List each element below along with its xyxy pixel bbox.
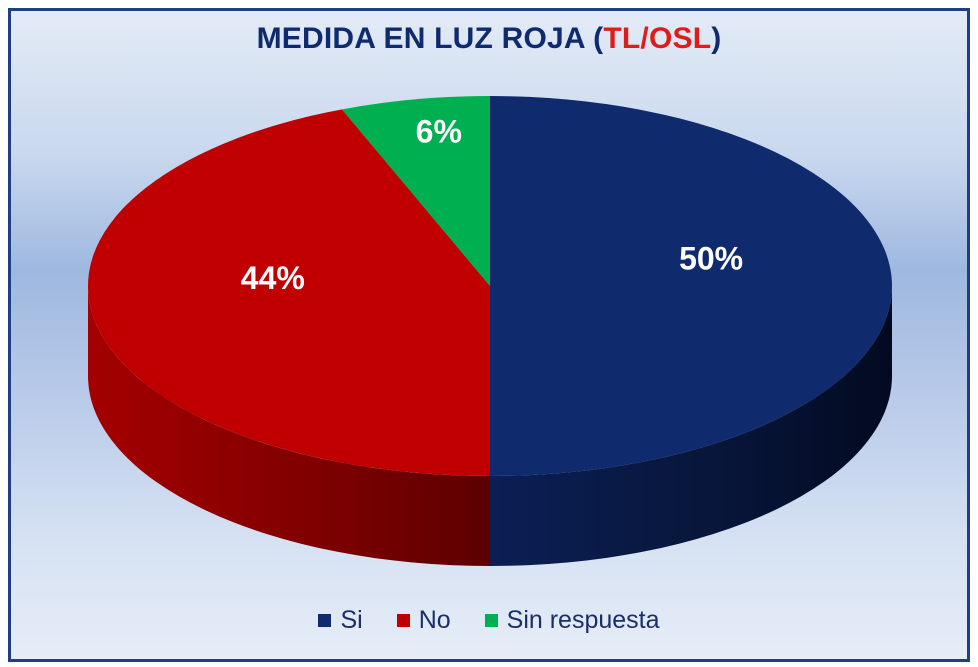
legend-item-no: No	[396, 606, 451, 635]
legend-label-si: Si	[340, 606, 363, 634]
pie-labels: 50% 44% 6%	[241, 114, 743, 296]
pie-tops	[87, 96, 892, 476]
data-label-si: 50%	[679, 240, 743, 276]
legend-swatch-no	[396, 614, 410, 627]
legend: Si No Sin respuesta	[0, 606, 978, 635]
pie-slice-no	[87, 109, 490, 476]
pie-slice-sin-respuesta	[342, 96, 490, 286]
legend-item-sin-respuesta: Sin respuesta	[484, 606, 660, 635]
chart-title: MEDIDA EN LUZ ROJA (TL/OSL)	[0, 22, 978, 56]
legend-item-si: Si	[318, 606, 363, 635]
chart-title-accent: TL/OSL	[603, 22, 712, 55]
pie-sides	[88, 286, 892, 566]
legend-label-no: No	[418, 606, 451, 634]
chart-title-suffix: )	[711, 22, 722, 55]
pie-side-no	[88, 286, 490, 566]
pie-slice-si	[490, 96, 892, 476]
data-label-no: 44%	[241, 260, 305, 296]
legend-swatch-sin-respuesta	[484, 614, 498, 627]
pie-side-si	[490, 286, 892, 566]
legend-label-sin-respuesta: Sin respuesta	[506, 606, 660, 634]
chart-title-prefix: MEDIDA EN LUZ ROJA (	[256, 22, 604, 55]
data-label-sin-respuesta: 6%	[416, 114, 462, 150]
legend-swatch-si	[318, 614, 332, 627]
